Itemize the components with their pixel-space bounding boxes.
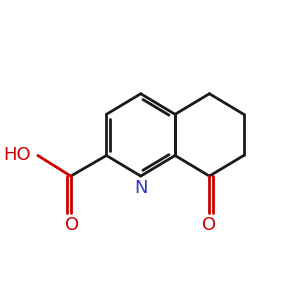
Text: HO: HO bbox=[3, 146, 31, 164]
Text: O: O bbox=[65, 216, 79, 234]
Text: O: O bbox=[202, 216, 216, 234]
Text: N: N bbox=[134, 179, 148, 197]
